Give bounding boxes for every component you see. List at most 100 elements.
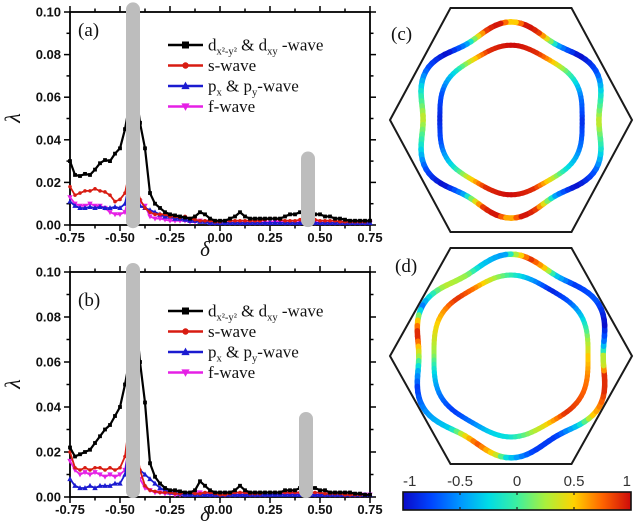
series-marker-p-wave <box>157 485 163 491</box>
series-marker-d-wave <box>283 488 287 493</box>
series-marker-d-wave <box>88 447 92 452</box>
series-marker-s-wave <box>143 206 147 210</box>
series-marker-d-wave <box>243 214 247 219</box>
series-marker-p-wave <box>72 482 78 488</box>
series-marker-d-wave <box>198 479 202 484</box>
series-marker-d-wave <box>188 216 192 221</box>
series-marker-s-wave <box>108 193 112 197</box>
series-marker-d-wave <box>228 216 232 221</box>
series-marker-d-wave <box>113 414 117 418</box>
series-marker-p-wave <box>207 491 213 497</box>
series-marker-s-wave <box>298 217 302 222</box>
legend-marker <box>182 41 189 49</box>
series-marker-p-wave <box>107 482 113 488</box>
series-marker-d-wave <box>258 490 262 495</box>
series-marker-d-wave <box>288 488 292 493</box>
series-marker-d-wave <box>288 212 292 217</box>
y-tick-label: 0.04 <box>36 132 62 147</box>
series-marker-s-wave <box>113 199 117 204</box>
x-tick-label: 0.75 <box>357 502 382 517</box>
axis-frame <box>69 271 371 498</box>
series-marker-s-wave <box>323 218 327 223</box>
series-marker-p-wave <box>82 485 88 491</box>
legend-entry-d-wave: dx²-y² & dxy -wave <box>168 302 323 324</box>
series-marker-d-wave <box>333 216 337 221</box>
legend-marker <box>181 347 190 356</box>
series-marker-d-wave <box>98 434 102 439</box>
series-marker-d-wave <box>253 490 257 495</box>
series-marker-s-wave <box>238 218 242 223</box>
series-marker-d-wave <box>363 218 367 223</box>
series-marker-s-wave <box>88 468 92 472</box>
series-marker-f-wave <box>117 472 123 478</box>
panel-b: -0.75 -0.50 -0.25 0.00 0.25 0.50 0.75 0.00 0.02 0… <box>0 263 383 524</box>
series-marker-f-wave <box>102 474 108 480</box>
legend-marker <box>182 307 189 315</box>
series-marker-p-wave <box>112 204 118 209</box>
y-tick-label: 0.08 <box>36 47 61 62</box>
series-p-wave <box>67 433 373 497</box>
series-marker-d-wave <box>348 218 352 223</box>
series-marker-s-wave <box>158 490 162 495</box>
series-marker-d-wave <box>313 486 317 490</box>
series-marker-s-wave <box>163 490 167 495</box>
x-tick-label: 0.00 <box>207 502 232 517</box>
series-marker-p-wave <box>142 471 148 477</box>
series-marker-d-wave <box>193 214 197 219</box>
legend-label: s-wave <box>208 56 256 75</box>
series-marker-f-wave <box>67 458 73 464</box>
y-axis-title-text: λ <box>0 379 25 390</box>
series-marker-d-wave <box>233 488 237 493</box>
series-marker-p-wave <box>67 476 73 482</box>
series-marker-s-wave <box>193 217 197 222</box>
legend-entry-f-wave: f-wave <box>168 97 255 116</box>
legend-label: f-wave <box>208 97 255 116</box>
series-marker-d-wave <box>178 214 182 219</box>
series-marker-d-wave <box>243 488 247 493</box>
series-marker-p-wave <box>242 491 248 497</box>
series-marker-p-wave <box>112 480 118 486</box>
series-line-p-wave <box>69 435 370 496</box>
series-marker-d-wave <box>78 174 82 178</box>
fermi-contour-inner <box>437 42 585 198</box>
series-marker-f-wave <box>77 472 83 478</box>
series-marker-p-wave <box>87 482 93 488</box>
series-marker-p-wave <box>92 485 98 491</box>
series-marker-p-wave <box>292 491 298 497</box>
gray-mask-bar <box>299 411 313 499</box>
series-marker-d-wave <box>203 212 207 217</box>
y-tick-label: 0.02 <box>36 445 61 460</box>
series-marker-d-wave <box>263 490 267 495</box>
series-marker-d-wave <box>73 173 77 177</box>
series-marker-d-wave <box>343 217 347 222</box>
x-axis-title: δ <box>200 502 211 524</box>
series-marker-f-wave <box>167 218 173 224</box>
series-marker-d-wave <box>253 216 257 221</box>
series-marker-p-wave <box>272 219 278 225</box>
series-marker-s-wave <box>78 191 82 195</box>
series-marker-p-wave <box>82 205 88 211</box>
y-tick-label: 0.08 <box>36 310 61 325</box>
series-marker-p-wave <box>317 491 323 497</box>
series-marker-f-wave <box>157 216 163 222</box>
axis-frame <box>69 11 371 226</box>
series-marker-s-wave <box>118 197 122 202</box>
x-tick-label: -0.50 <box>105 230 135 245</box>
legend-label: dx²-y² & dxy -wave <box>208 36 323 58</box>
series-marker-f-wave <box>97 472 103 478</box>
series-marker-p-wave <box>72 202 78 208</box>
series-marker-p-wave <box>297 219 303 225</box>
series-marker-s-wave <box>113 468 117 472</box>
series-marker-d-wave <box>68 159 72 163</box>
legend-entry-p-wave: px & py-wave <box>168 77 299 99</box>
series-marker-f-wave <box>82 470 88 476</box>
series-marker-s-wave <box>98 465 102 470</box>
series-marker-d-wave <box>318 212 322 217</box>
series-marker-d-wave <box>93 167 97 172</box>
panel-label: (b) <box>78 290 100 311</box>
series-marker-s-wave <box>73 193 77 197</box>
legend-label: f-wave <box>208 363 255 382</box>
series-marker-s-wave <box>323 491 327 496</box>
